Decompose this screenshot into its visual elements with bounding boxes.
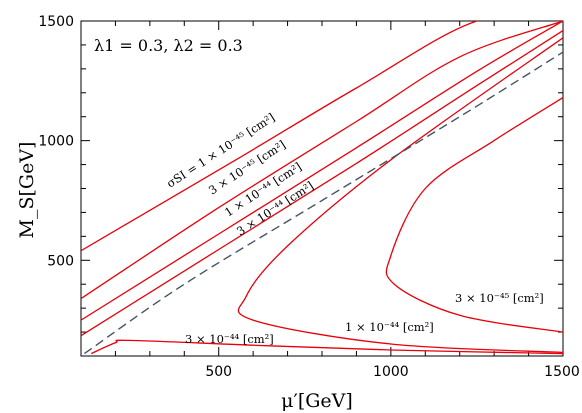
contour-label-1e-44-lower: 1 × 10⁻⁴⁴ [cm²] [345, 320, 434, 334]
contour-label-3e-45-lower: 3 × 10⁻⁴⁵ [cm²] [455, 291, 544, 305]
contour-line-6 [385, 97, 563, 333]
y-tick-label: 1000 [38, 134, 74, 150]
threshold-dashed-line [84, 51, 563, 355]
x-axis-title: μ′[GeV] [281, 390, 353, 412]
contour-curves [81, 21, 563, 355]
parameter-label: λ1 = 0.3, λ2 = 0.3 [94, 36, 243, 55]
axis-tick-labels: 500 1000 1500 500 1000 1500 [38, 14, 579, 380]
contour-line-4 [91, 339, 563, 355]
y-axis-title: M_S[GeV] [16, 142, 38, 239]
contour-line-1 [81, 21, 563, 300]
contour-line-5 [237, 37, 563, 354]
y-tick-label: 500 [47, 253, 74, 269]
x-tick-label: 500 [205, 364, 232, 380]
axis-ticks [81, 21, 563, 356]
contour-line-3 [81, 30, 563, 337]
x-tick-label: 1500 [544, 364, 580, 380]
contour-line-2 [81, 21, 563, 321]
y-tick-label: 1500 [38, 14, 74, 30]
contour-line-0 [81, 21, 563, 252]
plot-frame [80, 20, 564, 357]
contour-label-3e-44-lower: 3 × 10⁻⁴⁴ [cm²] [185, 332, 274, 346]
x-tick-label: 1000 [373, 364, 409, 380]
